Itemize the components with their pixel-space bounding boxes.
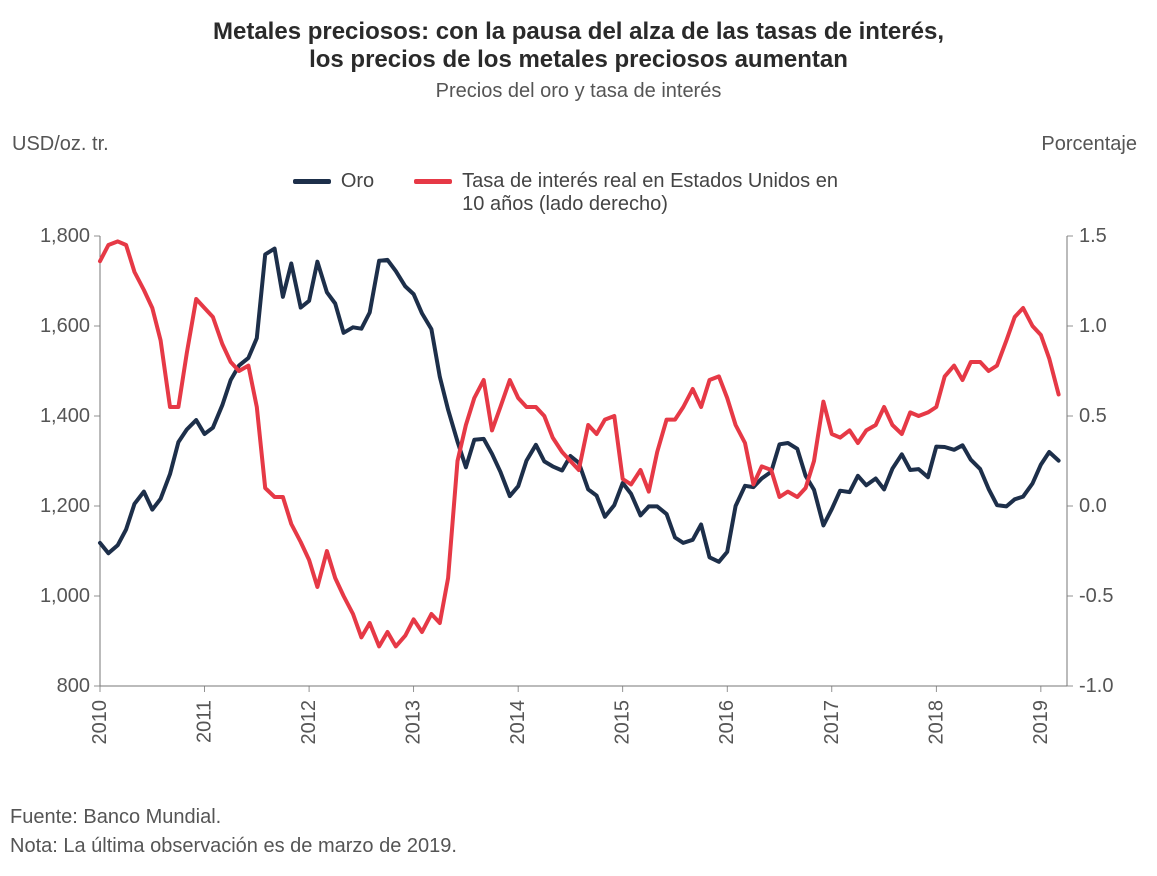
svg-text:2015: 2015 bbox=[612, 700, 634, 745]
chart-subtitle: Precios del oro y tasa de interés bbox=[0, 80, 1157, 103]
svg-text:2019: 2019 bbox=[1030, 700, 1052, 745]
svg-text:2016: 2016 bbox=[716, 700, 738, 745]
svg-text:2011: 2011 bbox=[194, 700, 216, 743]
svg-text:2010: 2010 bbox=[89, 700, 111, 745]
svg-text:2014: 2014 bbox=[507, 700, 529, 745]
source-text: Fuente: Banco Mundial. bbox=[10, 806, 457, 829]
chart-legend: Oro Tasa de interés real en Estados Unid… bbox=[0, 170, 1157, 216]
legend-swatch-tasa bbox=[414, 179, 452, 184]
chart-area: 800 1,000 1,200 1,400 1,600 1,800 -1.0 -0.5 0.0 0… bbox=[20, 226, 1137, 766]
series-Tasa de interés real bbox=[100, 241, 1059, 646]
legend-label-tasa: Tasa de interés real en Estados Unidos e… bbox=[462, 170, 864, 216]
svg-text:0.0: 0.0 bbox=[1079, 495, 1107, 517]
legend-item-tasa: Tasa de interés real en Estados Unidos e… bbox=[414, 170, 864, 216]
legend-item-oro: Oro bbox=[293, 170, 374, 193]
right-axis-label: Porcentaje bbox=[1041, 133, 1137, 156]
svg-text:1,800: 1,800 bbox=[40, 226, 90, 247]
chart-title-line2: los precios de los metales preciosos aum… bbox=[0, 46, 1157, 74]
chart-title-block: Metales preciosos: con la pausa del alza… bbox=[0, 0, 1157, 103]
svg-text:2013: 2013 bbox=[403, 700, 425, 745]
svg-text:1,400: 1,400 bbox=[40, 405, 90, 427]
svg-text:1.0: 1.0 bbox=[1079, 315, 1107, 337]
chart-footer: Fuente: Banco Mundial. Nota: La última o… bbox=[10, 800, 457, 858]
axis-labels-row: USD/oz. tr. Porcentaje bbox=[0, 133, 1157, 156]
chart-title-line1: Metales preciosos: con la pausa del alza… bbox=[0, 18, 1157, 46]
svg-text:2012: 2012 bbox=[298, 700, 320, 745]
svg-text:800: 800 bbox=[57, 675, 90, 697]
line-chart-svg: 800 1,000 1,200 1,400 1,600 1,800 -1.0 -0.5 0.0 0… bbox=[20, 226, 1137, 766]
svg-text:1,000: 1,000 bbox=[40, 585, 90, 607]
svg-text:0.5: 0.5 bbox=[1079, 405, 1107, 427]
note-text: Nota: La última observación es de marzo … bbox=[10, 835, 457, 858]
series-Oro bbox=[100, 249, 1059, 562]
svg-text:2018: 2018 bbox=[925, 700, 947, 745]
svg-text:1,600: 1,600 bbox=[40, 315, 90, 337]
legend-swatch-oro bbox=[293, 179, 331, 184]
left-axis-label: USD/oz. tr. bbox=[12, 133, 109, 156]
legend-label-oro: Oro bbox=[341, 170, 374, 193]
svg-text:2017: 2017 bbox=[821, 700, 843, 745]
svg-text:1,200: 1,200 bbox=[40, 495, 90, 517]
svg-text:-0.5: -0.5 bbox=[1079, 585, 1113, 607]
svg-text:1.5: 1.5 bbox=[1079, 226, 1107, 247]
svg-text:-1.0: -1.0 bbox=[1079, 675, 1113, 697]
